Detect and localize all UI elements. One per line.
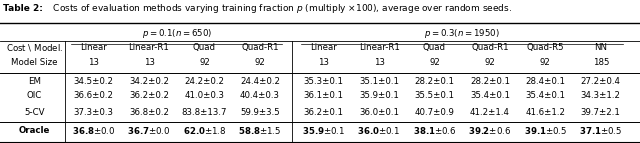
Text: 36.6±0.2: 36.6±0.2 <box>74 91 114 100</box>
Text: 59.9±3.5: 59.9±3.5 <box>240 108 280 117</box>
Text: Linear: Linear <box>310 43 337 52</box>
Text: 36.2±0.2: 36.2±0.2 <box>129 91 169 100</box>
Text: 34.2±0.2: 34.2±0.2 <box>129 77 169 86</box>
Text: Linear-R1: Linear-R1 <box>129 43 170 52</box>
Text: 92: 92 <box>255 58 266 67</box>
Text: 13: 13 <box>143 58 154 67</box>
Text: 34.5±0.2: 34.5±0.2 <box>74 77 114 86</box>
Text: Linear-R1: Linear-R1 <box>358 43 399 52</box>
Text: NN: NN <box>595 43 607 52</box>
Text: 36.1±0.1: 36.1±0.1 <box>303 91 344 100</box>
Text: EM: EM <box>28 77 41 86</box>
Text: 35.4±0.1: 35.4±0.1 <box>525 91 565 100</box>
Text: 13: 13 <box>318 58 329 67</box>
Text: Quad-R1: Quad-R1 <box>471 43 509 52</box>
Text: Linear: Linear <box>80 43 107 52</box>
Text: 83.8±13.7: 83.8±13.7 <box>182 108 227 117</box>
Text: 35.9±0.1: 35.9±0.1 <box>359 91 399 100</box>
Text: 37.3±0.3: 37.3±0.3 <box>74 108 114 117</box>
Text: Table 2:: Table 2: <box>3 4 43 13</box>
Text: 185: 185 <box>593 58 609 67</box>
Text: $\mathbf{37.1}$$\pm$0.5: $\mathbf{37.1}$$\pm$0.5 <box>579 125 623 136</box>
Text: 35.4±0.1: 35.4±0.1 <box>470 91 510 100</box>
Text: 35.1±0.1: 35.1±0.1 <box>359 77 399 86</box>
Text: $\mathbf{62.0}$$\pm$1.8: $\mathbf{62.0}$$\pm$1.8 <box>183 125 226 136</box>
Text: $\mathbf{36.7}$$\pm$0.0: $\mathbf{36.7}$$\pm$0.0 <box>127 125 171 136</box>
Text: 24.4±0.2: 24.4±0.2 <box>240 77 280 86</box>
Text: Cost $\backslash$ Model.: Cost $\backslash$ Model. <box>6 42 63 53</box>
Text: $\mathbf{35.9}$$\pm$0.1: $\mathbf{35.9}$$\pm$0.1 <box>302 125 346 136</box>
Text: $\mathbf{36.8}$$\pm$0.0: $\mathbf{36.8}$$\pm$0.0 <box>72 125 115 136</box>
Text: Quad: Quad <box>423 43 446 52</box>
Text: Quad-R1: Quad-R1 <box>241 43 279 52</box>
Text: 36.2±0.1: 36.2±0.1 <box>303 108 344 117</box>
Text: 92: 92 <box>484 58 495 67</box>
Text: $\mathbf{39.2}$$\pm$0.6: $\mathbf{39.2}$$\pm$0.6 <box>468 125 511 136</box>
Text: 39.7±2.1: 39.7±2.1 <box>581 108 621 117</box>
Text: 35.5±0.1: 35.5±0.1 <box>415 91 454 100</box>
Text: 34.3±1.2: 34.3±1.2 <box>580 91 621 100</box>
Text: $p=0.1$($n=650$): $p=0.1$($n=650$) <box>141 27 212 40</box>
Text: 92: 92 <box>199 58 210 67</box>
Text: $\mathbf{58.8}$$\pm$1.5: $\mathbf{58.8}$$\pm$1.5 <box>238 125 282 136</box>
Text: Model Size: Model Size <box>12 58 58 67</box>
Text: 28.2±0.1: 28.2±0.1 <box>415 77 454 86</box>
Text: 36.0±0.1: 36.0±0.1 <box>359 108 399 117</box>
Text: $\mathbf{38.1}$$\pm$0.6: $\mathbf{38.1}$$\pm$0.6 <box>413 125 456 136</box>
Text: $p=0.3$($n=1950$): $p=0.3$($n=1950$) <box>424 27 500 40</box>
Text: 28.2±0.1: 28.2±0.1 <box>470 77 510 86</box>
Text: 13: 13 <box>374 58 385 67</box>
Text: $\mathbf{36.0}$$\pm$0.1: $\mathbf{36.0}$$\pm$0.1 <box>357 125 401 136</box>
Text: 41.6±1.2: 41.6±1.2 <box>525 108 565 117</box>
Text: 92: 92 <box>429 58 440 67</box>
Text: 41.0±0.3: 41.0±0.3 <box>184 91 225 100</box>
Text: 27.2±0.4: 27.2±0.4 <box>580 77 621 86</box>
Text: 13: 13 <box>88 58 99 67</box>
Text: OIC: OIC <box>27 91 42 100</box>
Text: 36.8±0.2: 36.8±0.2 <box>129 108 169 117</box>
Text: 35.3±0.1: 35.3±0.1 <box>303 77 344 86</box>
Text: 28.4±0.1: 28.4±0.1 <box>525 77 565 86</box>
Text: 92: 92 <box>540 58 551 67</box>
Text: Quad-R5: Quad-R5 <box>527 43 564 52</box>
Text: 40.4±0.3: 40.4±0.3 <box>240 91 280 100</box>
Text: 40.7±0.9: 40.7±0.9 <box>415 108 454 117</box>
Text: 24.2±0.2: 24.2±0.2 <box>184 77 225 86</box>
Text: Costs of evaluation methods varying training fraction $p$ (multiply ×100), avera: Costs of evaluation methods varying trai… <box>50 2 512 15</box>
Text: 41.2±1.4: 41.2±1.4 <box>470 108 510 117</box>
Text: 5-CV: 5-CV <box>24 108 45 117</box>
Text: $\mathbf{39.1}$$\pm$0.5: $\mathbf{39.1}$$\pm$0.5 <box>524 125 567 136</box>
Text: Quad: Quad <box>193 43 216 52</box>
Text: Oracle: Oracle <box>19 126 51 135</box>
